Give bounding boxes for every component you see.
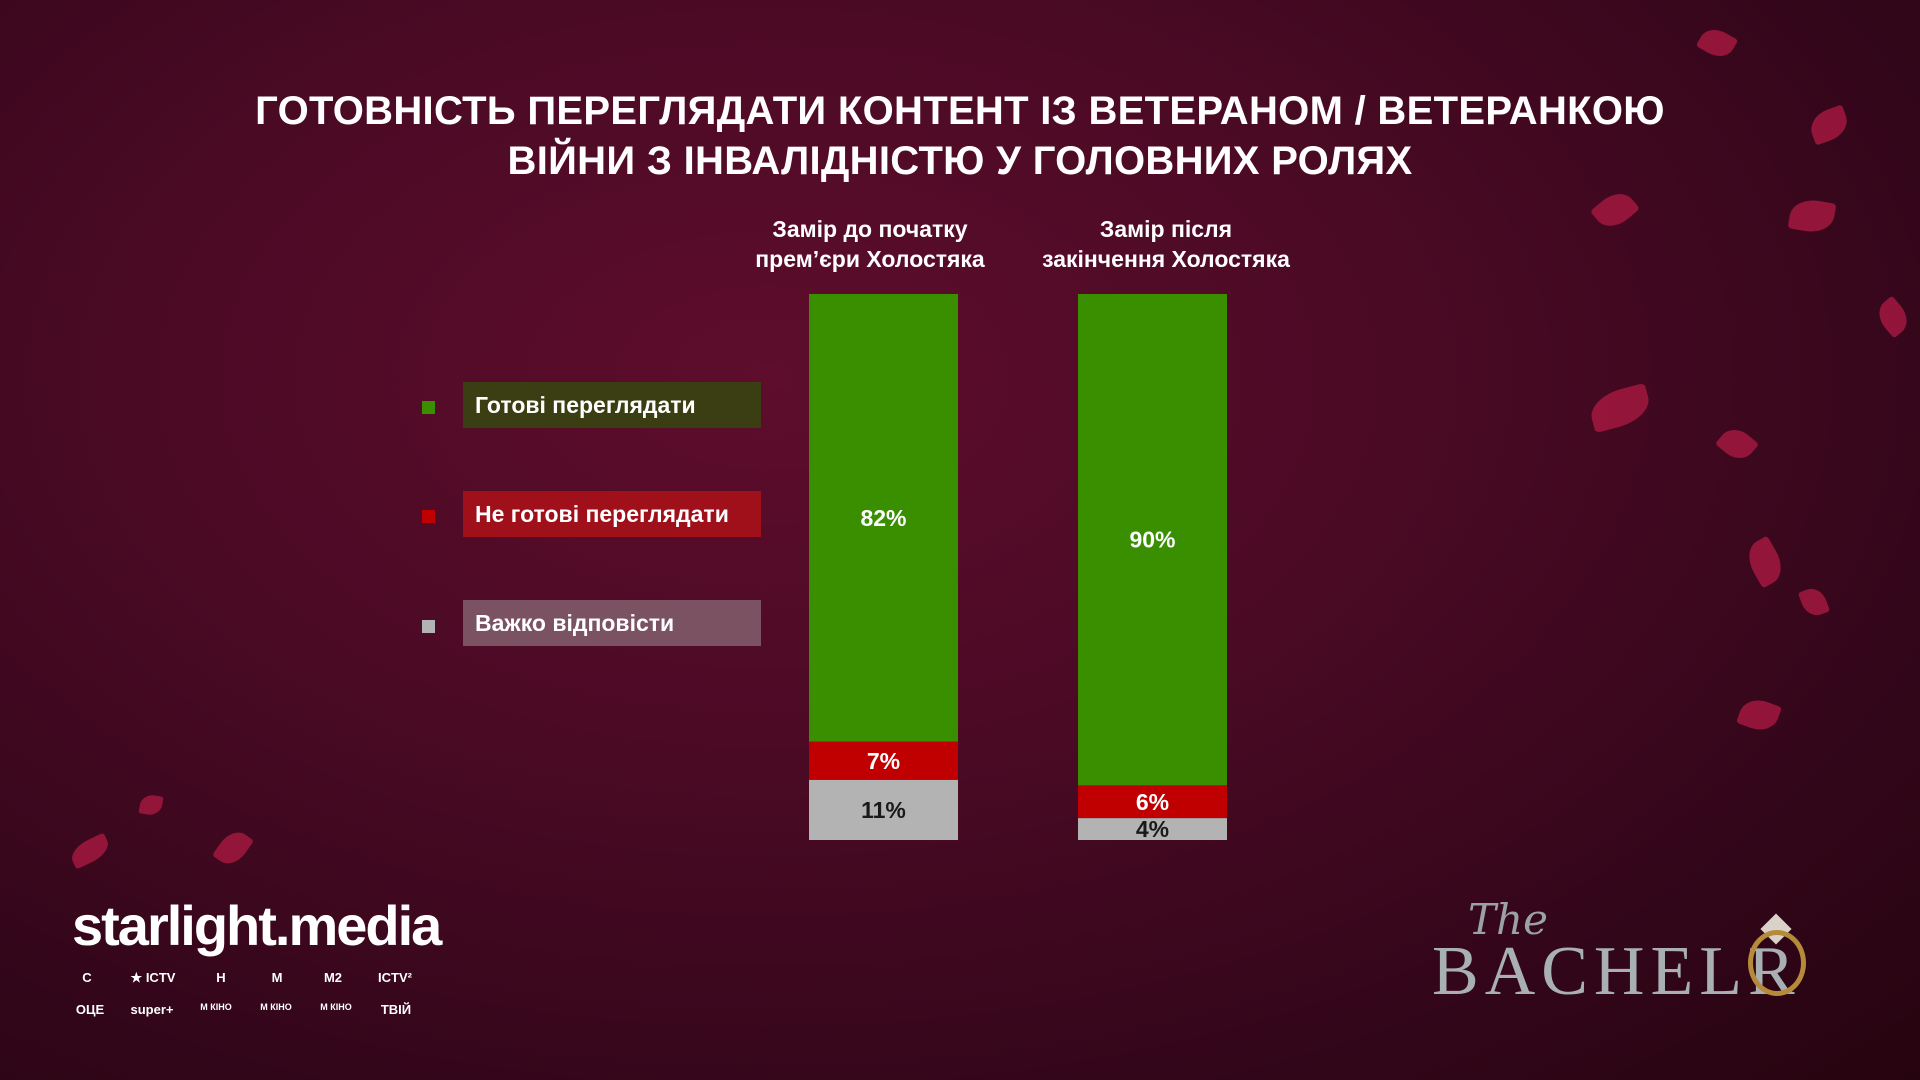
data-label: 6%	[1136, 789, 1169, 815]
channel-logo: М2	[323, 970, 343, 985]
bachelor-logo-word: BACHELR	[1432, 933, 1801, 1010]
bar-segment	[809, 741, 958, 780]
data-label: 11%	[861, 797, 906, 823]
channel-logo: С	[82, 970, 92, 985]
starlight-media-logo: starlight.media	[72, 894, 442, 957]
category-label-after-line-1: Замір після	[1099, 216, 1233, 242]
category-label-before: Замір до початку прем’єри Холостяка	[710, 214, 1030, 274]
bar-segment	[809, 779, 958, 840]
legend-marker-hard	[422, 620, 435, 633]
channel-logo: super+	[130, 1002, 174, 1017]
legend-item-hard: Важко відповісти	[463, 600, 761, 646]
channel-logo: М КІНО	[320, 1002, 352, 1012]
title-line-1: ГОТОВНІСТЬ ПЕРЕГЛЯДАТИ КОНТЕНТ ІЗ ВЕТЕРА…	[255, 89, 1665, 133]
ring-icon	[1748, 930, 1806, 996]
channel-logo: ОЦЕ	[75, 1002, 105, 1017]
category-label-before-line-2: прем’єри Холостяка	[755, 246, 985, 272]
bar-segment	[1078, 294, 1227, 786]
channel-logo: М КІНО	[260, 1002, 292, 1012]
channel-logo: ICTV²	[378, 970, 412, 985]
channel-logo: М	[271, 970, 283, 985]
category-label-before-line-1: Замір до початку	[772, 216, 968, 242]
legend-marker-ready	[422, 401, 435, 414]
data-label: 4%	[1136, 816, 1169, 842]
legend-marker-not-ready	[422, 510, 435, 523]
legend-item-ready: Готові переглядати	[463, 382, 761, 428]
channel-logo: ★ ICTV	[130, 970, 176, 985]
channel-logo: М КІНО	[200, 1002, 232, 1012]
data-label: 7%	[867, 748, 900, 774]
title-line-2: ВІЙНИ З ІНВАЛІДНІСТЮ У ГОЛОВНИХ РОЛЯХ	[507, 139, 1413, 183]
page-title: ГОТОВНІСТЬ ПЕРЕГЛЯДАТИ КОНТЕНТ ІЗ ВЕТЕРА…	[0, 86, 1920, 186]
bachelor-logo-the: The	[1468, 895, 1548, 944]
bar-segment	[809, 294, 958, 742]
data-label: 90%	[1129, 527, 1175, 553]
category-label-after-line-2: закінчення Холостяка	[1042, 246, 1290, 272]
data-label: 82%	[860, 505, 906, 531]
legend-item-not-ready: Не готові переглядати	[463, 491, 761, 537]
bar-segment	[1078, 818, 1227, 840]
bar-segment	[1078, 785, 1227, 819]
category-label-after: Замір після закінчення Холостяка	[1006, 214, 1326, 274]
channel-logo: ТВІЙ	[380, 1002, 412, 1017]
channel-logo: Н	[216, 970, 226, 985]
